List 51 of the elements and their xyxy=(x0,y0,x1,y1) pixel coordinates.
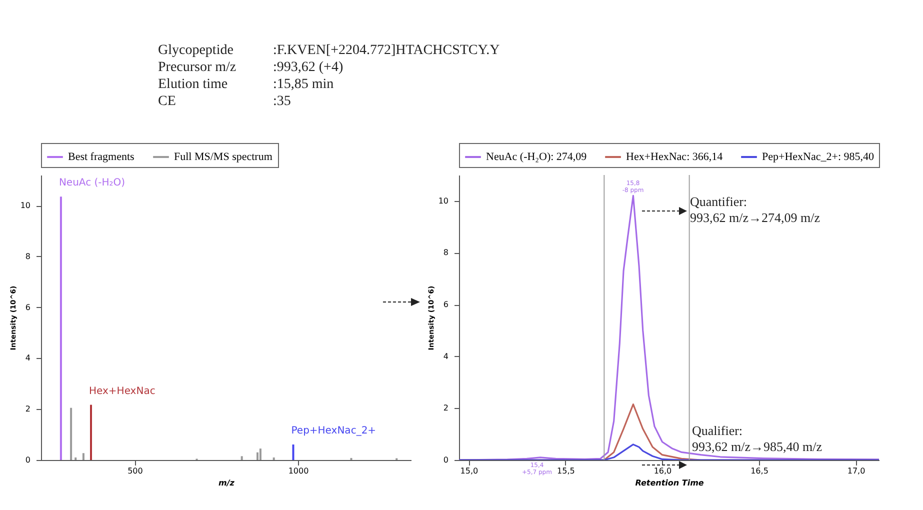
bar xyxy=(272,457,275,460)
x-tick-label: 17,0 xyxy=(847,466,866,476)
text: :993,62 (+4) xyxy=(273,59,344,76)
y-tick-label: 4 xyxy=(443,352,448,361)
annotation: 993,62 m/z→274,09 m/z xyxy=(690,210,820,226)
x-tick-label: 16,0 xyxy=(654,466,672,476)
legend-label: Pep+HexNac_2+: 985,40 xyxy=(762,151,874,163)
y-tick-label: 0 xyxy=(443,456,448,464)
y-tick-label: 8 xyxy=(443,248,448,258)
text: Glycopeptide xyxy=(158,42,234,59)
bar xyxy=(90,404,92,460)
bar xyxy=(259,448,262,460)
x-tick-label: 15,0 xyxy=(460,466,478,476)
y-tick-label: 4 xyxy=(25,354,30,363)
y-tick-label: 8 xyxy=(25,252,30,261)
x-tick-label: 500 xyxy=(128,466,143,476)
annotation: 993,62 m/z→985,40 m/z xyxy=(692,439,822,455)
annotation: Hex+HexNac xyxy=(89,386,156,397)
legend-label: NeuAc (-H₂O): 274,09 xyxy=(486,151,588,163)
y-tick-label: 6 xyxy=(25,302,30,312)
text: :15,85 min xyxy=(273,76,335,93)
x-axis-title: Retention Time xyxy=(635,478,704,488)
y-tick-label: 2 xyxy=(443,404,448,413)
annotation: Qualifier: xyxy=(692,423,743,439)
legend-label: Hex+HexNac: 366,14 xyxy=(626,151,724,163)
y-tick-label: 10 xyxy=(20,201,30,210)
text: Elution time xyxy=(158,76,229,93)
bar xyxy=(240,456,243,460)
y-tick-label: 10 xyxy=(438,196,448,206)
text: CE xyxy=(158,93,177,110)
text: :35 xyxy=(273,93,292,110)
x-tick-label: 1000 xyxy=(288,466,309,476)
bar xyxy=(70,408,72,460)
annotation: Pep+HexNac_2+ xyxy=(291,425,376,436)
y-tick-label: 0 xyxy=(25,456,30,464)
legend-label: Full MS/MS spectrum xyxy=(174,151,273,163)
annotation: NeuAc (-H₂O) xyxy=(58,178,126,189)
bar xyxy=(60,196,62,460)
y-tick-label: 6 xyxy=(443,300,448,310)
bar xyxy=(256,452,259,460)
bar xyxy=(82,453,84,460)
x-axis-title: m/z xyxy=(218,478,235,488)
text: :F.KVEN[+2204.772]HTACHCSTCY.Y xyxy=(273,42,500,59)
text: Precursor m/z xyxy=(158,59,238,76)
bar xyxy=(292,444,294,460)
y-tick-label: 2 xyxy=(25,404,30,414)
legend-label: Best fragments xyxy=(68,151,134,163)
x-tick-label: 15,5 xyxy=(557,466,575,476)
x-tick-label: 16,5 xyxy=(750,466,768,476)
bar xyxy=(74,457,77,460)
annotation: Quantifier: xyxy=(690,194,748,210)
